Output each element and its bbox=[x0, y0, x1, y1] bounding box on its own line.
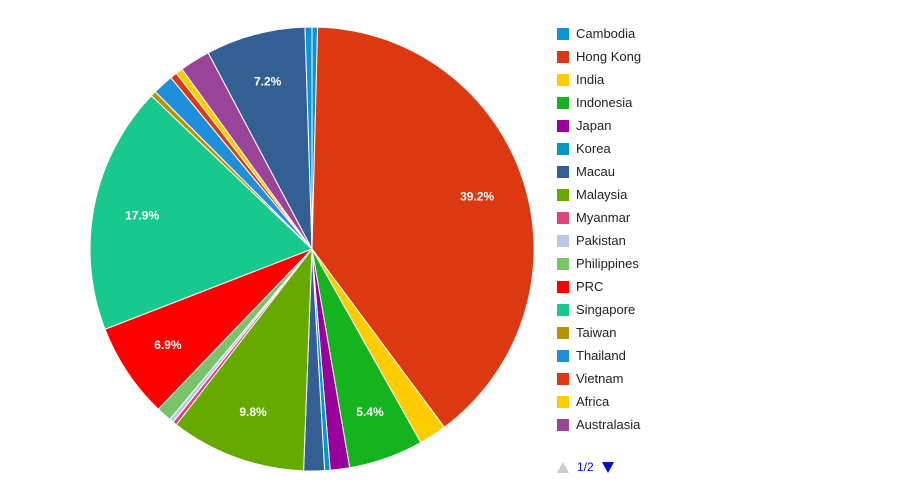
legend-item-india[interactable]: India bbox=[557, 68, 877, 91]
legend-pager: 1/2 bbox=[557, 458, 614, 476]
slice-label-malaysia: 9.8% bbox=[239, 405, 267, 419]
pie-chart: 39.2% 5.4% 9.8% 6.9% 17.9% 7.2% bbox=[89, 26, 535, 472]
legend-item-indonesia[interactable]: Indonesia bbox=[557, 91, 877, 114]
legend-label: Philippines bbox=[576, 256, 639, 271]
pie-slice-macau-18[interactable] bbox=[207, 26, 313, 250]
legend-swatch bbox=[557, 372, 569, 385]
legend-label: PRC bbox=[576, 279, 604, 294]
legend-swatch bbox=[557, 50, 569, 63]
legend-item-taiwan[interactable]: Taiwan bbox=[557, 321, 877, 344]
legend-swatch bbox=[557, 211, 569, 224]
legend-item-vietnam[interactable]: Vietnam bbox=[557, 367, 877, 390]
slice-label-indonesia: 5.4% bbox=[356, 405, 384, 419]
legend-label: Cambodia bbox=[576, 26, 636, 41]
pager-page-indicator: 1/2 bbox=[577, 460, 594, 474]
legend-label: India bbox=[576, 72, 605, 87]
legend-item-prc[interactable]: PRC bbox=[557, 275, 877, 298]
pie-slice-cambodia-19[interactable] bbox=[304, 26, 313, 250]
legend-swatch bbox=[557, 303, 569, 316]
legend-label: Vietnam bbox=[576, 371, 624, 386]
legend-swatch bbox=[557, 326, 569, 339]
legend-swatch bbox=[557, 280, 569, 293]
legend-swatch bbox=[557, 188, 569, 201]
pie-chart-svg: 39.2% 5.4% 9.8% 6.9% 17.9% 7.2% bbox=[89, 26, 535, 472]
legend-item-malaysia[interactable]: Malaysia bbox=[557, 183, 877, 206]
legend-swatch bbox=[557, 418, 569, 431]
legend-swatch bbox=[557, 96, 569, 109]
legend-label: Singapore bbox=[576, 302, 636, 317]
legend-label: Thailand bbox=[576, 348, 626, 363]
legend-label: Africa bbox=[576, 394, 610, 409]
legend-item-thailand[interactable]: Thailand bbox=[557, 344, 877, 367]
legend-swatch bbox=[557, 119, 569, 132]
legend-item-japan[interactable]: Japan bbox=[557, 114, 877, 137]
legend-label: Indonesia bbox=[576, 95, 633, 110]
legend-label: Taiwan bbox=[576, 325, 617, 340]
legend-item-africa[interactable]: Africa bbox=[557, 390, 877, 413]
legend-label: Korea bbox=[576, 141, 611, 156]
slice-label-hong-kong: 39.2% bbox=[460, 190, 494, 204]
legend-swatch bbox=[557, 73, 569, 86]
slice-label-macau: 7.2% bbox=[254, 75, 282, 89]
legend-item-cambodia[interactable]: Cambodia bbox=[557, 22, 877, 45]
legend-label: Hong Kong bbox=[576, 49, 642, 64]
legend-swatch bbox=[557, 395, 569, 408]
pie-slice-hong-kong-1[interactable] bbox=[311, 26, 535, 428]
legend-item-korea[interactable]: Korea bbox=[557, 137, 877, 160]
legend-item-singapore[interactable]: Singapore bbox=[557, 298, 877, 321]
slice-label-prc: 6.9% bbox=[154, 338, 182, 352]
legend-swatch bbox=[557, 349, 569, 362]
legend-label: Australasia bbox=[576, 417, 641, 432]
legend-item-hong-kong[interactable]: Hong Kong bbox=[557, 45, 877, 68]
slice-label-singapore: 17.9% bbox=[125, 208, 159, 222]
legend-swatch bbox=[557, 142, 569, 155]
legend-swatch bbox=[557, 27, 569, 40]
legend-item-philippines[interactable]: Philippines bbox=[557, 252, 877, 275]
legend-label: Malaysia bbox=[576, 187, 628, 202]
legend-swatch bbox=[557, 165, 569, 178]
next-page-icon[interactable] bbox=[601, 461, 614, 473]
legend-label: Myanmar bbox=[576, 210, 631, 225]
legend-label: Macau bbox=[576, 164, 616, 179]
legend-item-australasia[interactable]: Australasia bbox=[557, 413, 877, 436]
legend-item-pakistan[interactable]: Pakistan bbox=[557, 229, 877, 252]
chart-legend: Cambodia Hong Kong India Indonesia Japan Kore… bbox=[557, 22, 877, 436]
pie-slice-malaysia-7[interactable] bbox=[175, 247, 313, 472]
legend-swatch bbox=[557, 234, 569, 247]
legend-label: Japan bbox=[576, 118, 612, 133]
legend-swatch bbox=[557, 257, 569, 270]
legend-label: Pakistan bbox=[576, 233, 626, 248]
pie-slice-singapore-12[interactable] bbox=[89, 95, 313, 330]
legend-item-myanmar[interactable]: Myanmar bbox=[557, 206, 877, 229]
previous-page-icon bbox=[557, 461, 569, 473]
legend-item-macau[interactable]: Macau bbox=[557, 160, 877, 183]
